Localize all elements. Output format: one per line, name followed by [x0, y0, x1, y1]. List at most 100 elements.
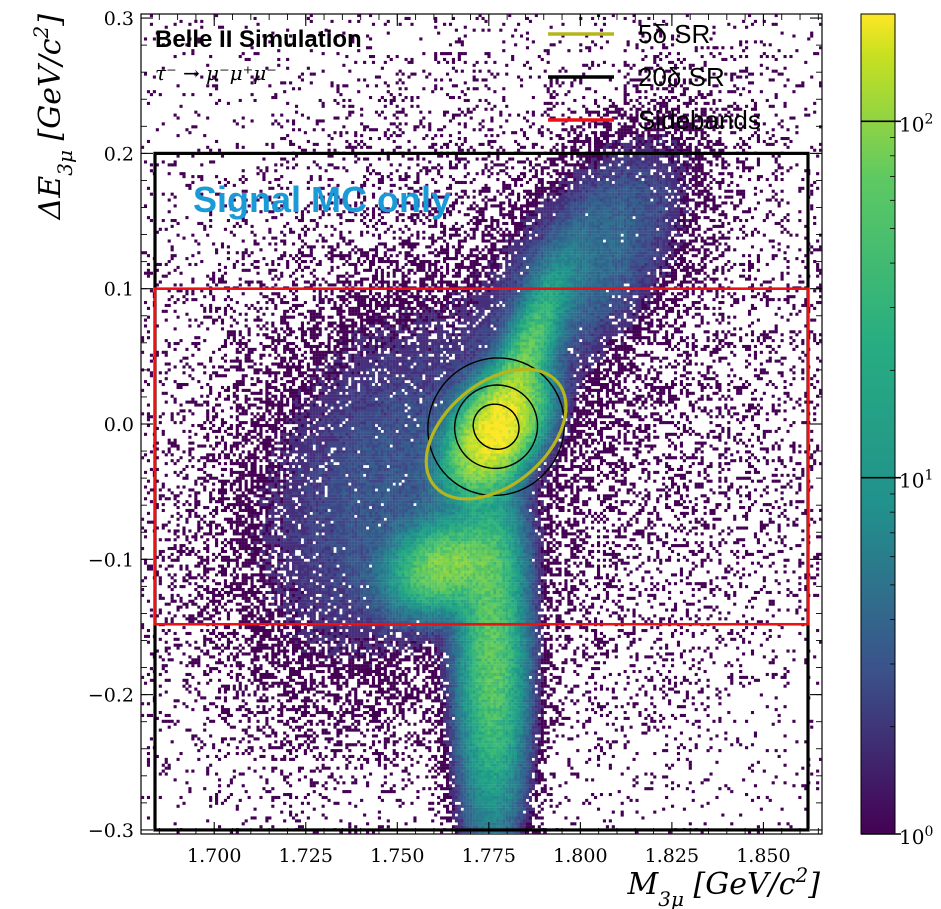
- heatmap-cell: [221, 711, 224, 714]
- heatmap-cell: [286, 658, 289, 661]
- heatmap-cell: [206, 611, 209, 614]
- heatmap-cell: [289, 559, 292, 562]
- heatmap-cell: [283, 319, 286, 322]
- heatmap-cell: [194, 576, 197, 579]
- heatmap-cell: [313, 509, 316, 512]
- heatmap-cell: [325, 500, 328, 503]
- heatmap-cell: [197, 336, 200, 339]
- heatmap-cell: [319, 433, 322, 436]
- heatmap-cell: [319, 770, 322, 773]
- heatmap-cell: [325, 225, 328, 228]
- heatmap-cell: [271, 486, 274, 489]
- heatmap-cell: [254, 658, 257, 661]
- heatmap-cell: [277, 122, 280, 125]
- heatmap-cell: [325, 781, 328, 784]
- heatmap-cell: [233, 503, 236, 506]
- heatmap-cell: [259, 433, 262, 436]
- heatmap-cell: [150, 652, 153, 655]
- heatmap-cell: [174, 442, 177, 445]
- heatmap-cell: [248, 553, 251, 556]
- heatmap-cell: [265, 521, 268, 524]
- heatmap-cell: [277, 292, 280, 295]
- heatmap-cell: [313, 579, 316, 582]
- heatmap-cell: [141, 339, 144, 342]
- heatmap-cell: [233, 547, 236, 550]
- heatmap-cell: [322, 371, 325, 374]
- heatmap-cell: [319, 620, 322, 623]
- heatmap-cell: [221, 450, 224, 453]
- heatmap-cell: [328, 635, 331, 638]
- heatmap-cell: [292, 383, 295, 386]
- heatmap-cell: [248, 614, 251, 617]
- heatmap-cell: [271, 395, 274, 398]
- heatmap-cell: [283, 471, 286, 474]
- heatmap-cell: [203, 787, 206, 790]
- heatmap-cell: [319, 497, 322, 500]
- heatmap-cell: [179, 565, 182, 568]
- heatmap-cell: [188, 450, 191, 453]
- heatmap-cell: [150, 500, 153, 503]
- heatmap-cell: [233, 119, 236, 122]
- heatmap-cell: [256, 591, 259, 594]
- heatmap-cell: [174, 327, 177, 330]
- heatmap-cell: [325, 427, 328, 430]
- heatmap-cell: [197, 691, 200, 694]
- heatmap-cell: [301, 324, 304, 327]
- heatmap-cell: [325, 351, 328, 354]
- heatmap-cell: [280, 650, 283, 653]
- heatmap-cell: [274, 796, 277, 799]
- heatmap-cell: [301, 497, 304, 500]
- heatmap-cell: [274, 661, 277, 664]
- heatmap-cell: [298, 614, 301, 617]
- heatmap-cell: [289, 638, 292, 641]
- heatmap-cell: [239, 720, 242, 723]
- heatmap-cell: [313, 319, 316, 322]
- heatmap-cell: [215, 430, 218, 433]
- heatmap-cell: [328, 503, 331, 506]
- heatmap-cell: [265, 506, 268, 509]
- heatmap-cell: [218, 825, 221, 828]
- heatmap-cell: [307, 483, 310, 486]
- heatmap-cell: [144, 251, 147, 254]
- heatmap-cell: [325, 711, 328, 714]
- heatmap-cell: [328, 652, 331, 655]
- heatmap-cell: [236, 389, 239, 392]
- heatmap-cell: [325, 755, 328, 758]
- heatmap-cell: [280, 629, 283, 632]
- heatmap-cell: [256, 562, 259, 565]
- heatmap-cell: [206, 638, 209, 641]
- heatmap-cell: [271, 406, 274, 409]
- heatmap-cell: [331, 620, 334, 623]
- heatmap-cell: [319, 436, 322, 439]
- heatmap-cell: [289, 462, 292, 465]
- heatmap-cell: [313, 746, 316, 749]
- heatmap-cell: [280, 515, 283, 518]
- heatmap-cell: [236, 664, 239, 667]
- heatmap-cell: [265, 573, 268, 576]
- heatmap-cell: [328, 421, 331, 424]
- heatmap-cell: [236, 529, 239, 532]
- heatmap-cell: [304, 541, 307, 544]
- heatmap-cell: [274, 524, 277, 527]
- heatmap-cell: [171, 620, 174, 623]
- heatmap-cell: [141, 547, 144, 550]
- heatmap-cell: [319, 588, 322, 591]
- heatmap-cell: [268, 512, 271, 515]
- heatmap-cell: [301, 691, 304, 694]
- heatmap-cell: [316, 565, 319, 568]
- heatmap-cell: [301, 275, 304, 278]
- heatmap-cell: [262, 439, 265, 442]
- heatmap-cell: [286, 685, 289, 688]
- heatmap-cell: [203, 465, 206, 468]
- heatmap-cell: [239, 644, 242, 647]
- heatmap-cell: [259, 474, 262, 477]
- heatmap-cell: [215, 412, 218, 415]
- heatmap-cell: [200, 477, 203, 480]
- heatmap-cell: [298, 488, 301, 491]
- heatmap-cell: [242, 647, 245, 650]
- heatmap-cell: [236, 538, 239, 541]
- heatmap-cell: [295, 647, 298, 650]
- heatmap-cell: [185, 664, 188, 667]
- heatmap-cell: [313, 310, 316, 313]
- heatmap-cell: [307, 67, 310, 70]
